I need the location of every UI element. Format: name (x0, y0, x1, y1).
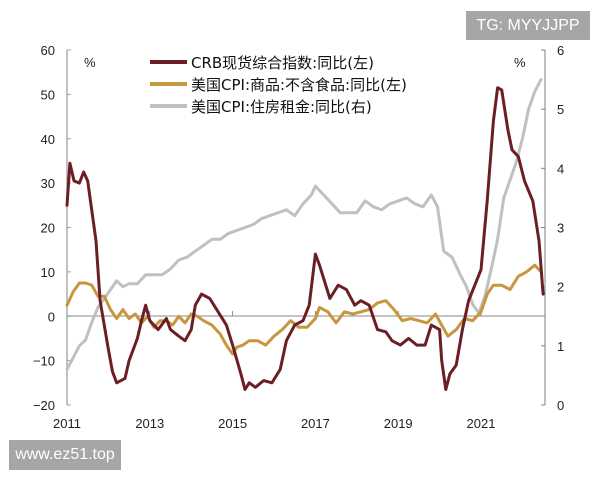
left-tick-label: 0 (48, 309, 55, 324)
right-tick-label: 3 (557, 221, 564, 236)
left-unit-label: % (84, 55, 96, 70)
right-tick-label: 1 (557, 339, 564, 354)
left-tick-label: 20 (41, 221, 55, 236)
right-tick-label: 4 (557, 161, 564, 176)
x-tick-label: 2015 (218, 416, 247, 431)
legend-item-crb: CRB现货综合指数:同比(左) (150, 54, 374, 72)
left-tick-label: 60 (41, 43, 55, 58)
x-tick-label: 2019 (384, 416, 413, 431)
x-tick-label: 2013 (135, 416, 164, 431)
svg-text:CRB现货综合指数:同比(左): CRB现货综合指数:同比(左) (191, 54, 374, 72)
right-axis: 6 5 4 3 2 1 0 (541, 43, 564, 413)
left-tick-label: −20 (33, 398, 55, 413)
svg-text:美国CPI:商品:不含食品:同比(左): 美国CPI:商品:不含食品:同比(左) (191, 76, 407, 94)
left-tick-label: −10 (33, 354, 55, 369)
left-tick-label: 40 (41, 132, 55, 147)
right-tick-label: 5 (557, 102, 564, 117)
watermark-bottom: www.ez51.top (9, 440, 121, 470)
left-tick-label: 10 (41, 265, 55, 280)
series-cpi-goods-line (65, 263, 543, 356)
x-tick-label: 2011 (53, 416, 81, 431)
plot-area (65, 78, 545, 391)
series-crb-line (65, 86, 545, 391)
watermark-top: TG: MYYJJPP (466, 11, 590, 40)
x-tick-label: 2021 (467, 416, 496, 431)
right-tick-label: 2 (557, 280, 564, 295)
legend: CRB现货综合指数:同比(左) 美国CPI:商品:不含食品:同比(左) 美国CP… (150, 54, 407, 116)
right-tick-label: 0 (557, 398, 564, 413)
x-axis: 2011 2013 2015 2017 2019 2021 (53, 311, 495, 431)
right-tick-label: 6 (557, 43, 564, 58)
left-tick-label: 30 (41, 176, 55, 191)
left-tick-label: 50 (41, 87, 55, 102)
legend-item-cpi-goods: 美国CPI:商品:不含食品:同比(左) (150, 76, 407, 94)
svg-text:美国CPI:住房租金:同比(右): 美国CPI:住房租金:同比(右) (191, 98, 372, 116)
legend-item-cpi-rent: 美国CPI:住房租金:同比(右) (150, 98, 372, 116)
right-unit-label: % (514, 55, 526, 70)
series-cpi-rent-line (65, 78, 543, 371)
left-axis: 60 50 40 30 20 10 0 −10 −20 (33, 43, 71, 413)
x-tick-label: 2017 (301, 416, 330, 431)
